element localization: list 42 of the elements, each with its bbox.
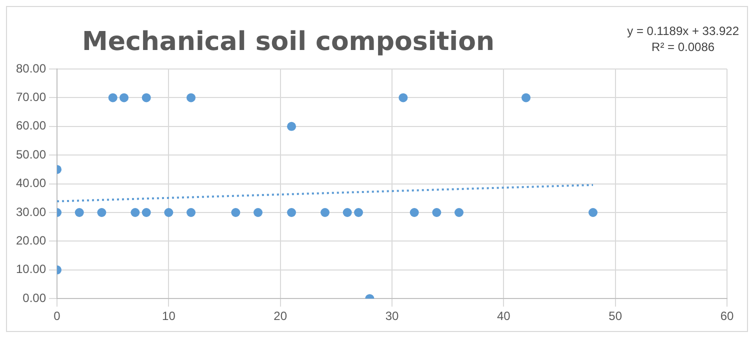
chart-title: Mechanical soil composition: [82, 27, 494, 57]
point: [354, 208, 364, 217]
x-tick-label: 20: [274, 309, 288, 324]
point: [120, 93, 129, 102]
y-tick-label: 0.00: [22, 290, 46, 305]
point: [231, 208, 240, 217]
text: R² = 0.0086: [650, 39, 716, 55]
x-tick-label: 40: [496, 309, 511, 324]
x-tick-label: 60: [720, 309, 734, 324]
point: [254, 208, 263, 217]
y-tick-label: 70.00: [16, 90, 46, 104]
point: [108, 93, 118, 102]
x-tick-label: 0: [54, 309, 61, 324]
point: [342, 208, 352, 217]
point: [186, 93, 196, 102]
point: [97, 208, 106, 217]
y-tick-label: 50.00: [16, 147, 46, 162]
point: [74, 208, 84, 217]
y-tick-label: 40.00: [16, 176, 46, 190]
point: [142, 93, 151, 102]
point: [287, 208, 296, 217]
y-tick-label: 80.00: [16, 61, 46, 76]
point: [432, 208, 442, 217]
point: [320, 208, 330, 217]
point: [287, 122, 296, 131]
point: [454, 208, 464, 217]
point: [130, 208, 140, 217]
x-tick-label: 50: [608, 309, 622, 324]
point: [142, 208, 151, 217]
y-tick-label: 60.00: [16, 118, 46, 133]
point: [588, 208, 598, 217]
y-tick-label: 20.00: [16, 234, 46, 248]
point: [398, 93, 408, 102]
point: [186, 208, 196, 217]
point: [522, 93, 531, 102]
y-tick-label: 30.00: [16, 204, 46, 219]
point: [410, 208, 419, 217]
x-tick-label: 10: [162, 309, 176, 324]
x-tick-label: 30: [385, 309, 400, 324]
text: y = 0.1189x + 33.922: [627, 23, 739, 39]
point: [164, 208, 174, 217]
y-tick-label: 10.00: [16, 262, 46, 276]
